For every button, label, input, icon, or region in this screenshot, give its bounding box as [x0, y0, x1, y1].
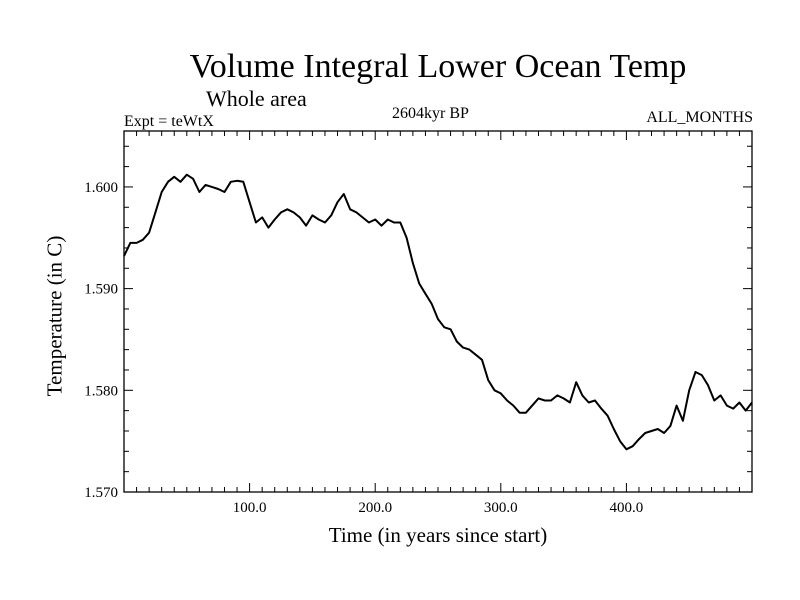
y-tick-label: 1.570 [84, 485, 118, 501]
y-tick-label: 1.600 [84, 180, 118, 196]
chart-title: Volume Integral Lower Ocean Temp [189, 48, 687, 85]
period-label: 2604kyr BP [392, 105, 469, 122]
x-tick-label: 100.0 [233, 500, 267, 516]
x-tick-label: 400.0 [610, 500, 644, 516]
x-tick-label: 200.0 [358, 500, 392, 516]
months-label: ALL_MONTHS [646, 109, 753, 126]
experiment-label: Expt = teWtX [124, 113, 214, 130]
y-tick-label: 1.590 [84, 282, 118, 298]
x-axis-label: Time (in years since start) [328, 523, 548, 547]
y-tick-label: 1.580 [84, 383, 118, 399]
x-tick-label: 300.0 [484, 500, 518, 516]
series-line [123, 173, 753, 451]
plot-frame [123, 130, 753, 493]
chart-subtitle: Whole area [206, 86, 307, 111]
